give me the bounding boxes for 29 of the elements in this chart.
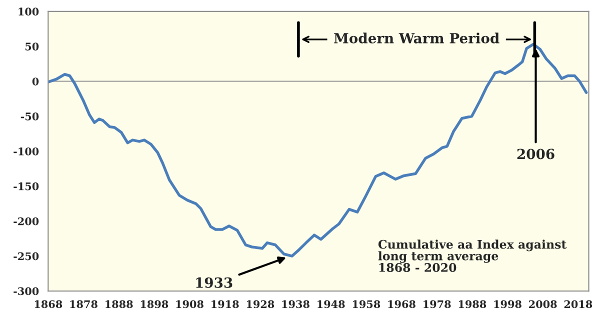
y-tick-label: 0 (32, 78, 39, 86)
x-tick-label: 1878 (70, 300, 98, 308)
annotation: Modern Warm Period (334, 32, 500, 44)
x-tick-label: 1998 (494, 300, 522, 308)
x-tick-label: 1958 (352, 300, 380, 308)
x-tick-label: 1948 (318, 300, 345, 308)
y-tick-label: 100 (18, 8, 39, 16)
annotation: 2006 (517, 148, 554, 160)
x-tick-label: 1898 (140, 300, 168, 308)
annotation: Cumulative aa Index against long term average 1868 - 2020 (378, 240, 567, 272)
x-tick-label: 1888 (106, 300, 133, 308)
x-tick-label: 2018 (564, 300, 592, 308)
y-tick-label: 50 (25, 42, 39, 50)
y-tick-label: -300 (14, 287, 39, 296)
x-tick-label: 1988 (458, 300, 486, 308)
x-tick-label: 2008 (529, 300, 557, 308)
y-tick-label: -150 (14, 182, 39, 190)
y-tick-label: -200 (14, 217, 39, 226)
y-tick-label: -50 (20, 112, 39, 120)
annotation: 1933 (196, 277, 232, 288)
x-tick-label: 1908 (176, 300, 204, 308)
y-tick-label: -250 (14, 252, 39, 260)
y-tick-label: -100 (14, 147, 39, 156)
x-tick-label: 1938 (282, 300, 310, 308)
x-tick-label: 1968 (388, 300, 416, 308)
x-tick-label: 1928 (246, 300, 274, 308)
x-tick-label: 1978 (424, 300, 451, 308)
x-tick-label: 1868 (34, 300, 62, 308)
x-tick-label: 1918 (212, 300, 239, 308)
